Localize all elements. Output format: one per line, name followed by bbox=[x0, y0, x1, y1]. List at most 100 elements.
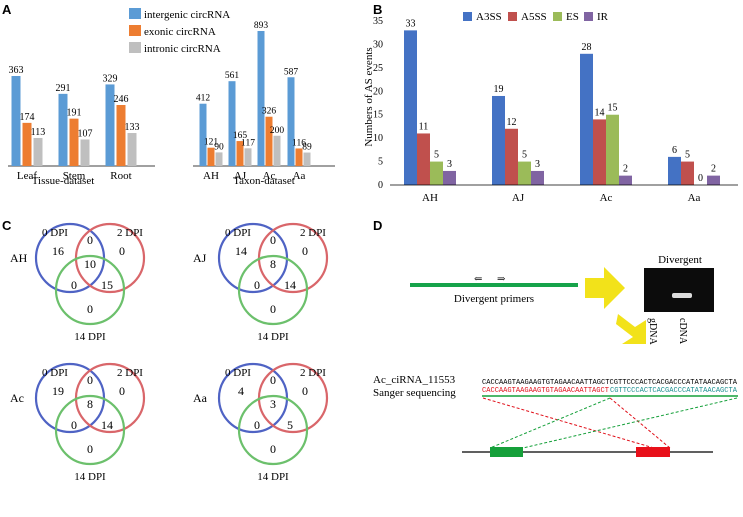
venn-count-2dpi-14dpi: 5 bbox=[287, 418, 293, 432]
venn-set-label-14dpi: 14 DPI bbox=[74, 331, 106, 343]
legend-swatch-ir bbox=[584, 12, 593, 21]
bar-leaf-exonic-circrna bbox=[22, 122, 32, 166]
venn-set-label-14dpi: 14 DPI bbox=[257, 331, 289, 343]
bar-aa-a5ss bbox=[681, 161, 694, 185]
bar-aj-intronic-circrna bbox=[244, 148, 252, 166]
value-label-root-exonic-circrna: 246 bbox=[114, 94, 129, 105]
venn-circle-14dpi bbox=[237, 394, 309, 466]
venn-set-label-2dpi: 2 DPI bbox=[117, 367, 143, 379]
lane-label-cdna: cDNA bbox=[677, 318, 688, 345]
value-label-aa-es: 0 bbox=[698, 173, 703, 184]
lane-label-gdna: gDNA bbox=[647, 318, 658, 345]
category-label-stem: Stem bbox=[63, 170, 86, 182]
bar-aj-a5ss bbox=[505, 128, 518, 185]
legend-swatch-exonic bbox=[129, 25, 141, 36]
y-axis-label: Numbers of AS events bbox=[363, 47, 375, 146]
value-label-ac-intronic-circrna: 200 bbox=[270, 126, 285, 136]
as-events-chart: Numbers of AS events A3SS A5SS ES IR 0 5 1… bbox=[363, 11, 738, 204]
value-label-ac-a5ss: 14 bbox=[595, 107, 605, 118]
bar-ac-ir bbox=[619, 175, 632, 185]
venn-count-0dpi-14dpi: 0 bbox=[71, 418, 77, 432]
bar-stem-exonic-circrna bbox=[69, 118, 79, 166]
venn-count-only-14dpi: 0 bbox=[270, 302, 276, 316]
primer-right-arrow: ⇒ bbox=[497, 274, 506, 285]
value-label-aj-ir: 3 bbox=[535, 159, 540, 170]
value-label-aa-intergenic-circrna: 587 bbox=[284, 67, 299, 77]
legend-label-exonic: exonic circRNA bbox=[144, 26, 216, 38]
venn-count-only-0dpi: 19 bbox=[52, 384, 64, 398]
value-label-ah-a3ss: 33 bbox=[406, 18, 416, 29]
venn-count-2dpi-14dpi: 14 bbox=[101, 418, 113, 432]
bar-aj-a3ss bbox=[492, 95, 505, 185]
bar-ah-ir bbox=[443, 170, 456, 185]
gel-title: Divergent bbox=[658, 254, 702, 266]
category-label-aj: AJ bbox=[234, 170, 247, 182]
bar-leaf-intergenic-circrna bbox=[11, 76, 21, 166]
value-label-aa-a3ss: 6 bbox=[672, 145, 677, 156]
value-label-leaf-exonic-circrna: 174 bbox=[20, 112, 35, 123]
circ-name: Ac_ciRNA_11553 bbox=[373, 374, 456, 386]
category-label-ac: Ac bbox=[263, 170, 276, 182]
bar-stem-intronic-circrna bbox=[80, 139, 90, 166]
value-label-aj-intronic-circrna: 117 bbox=[241, 138, 255, 148]
venn-count-only-2dpi: 0 bbox=[119, 244, 125, 258]
legend-label-ir: IR bbox=[597, 11, 609, 23]
category-label-ah: AH bbox=[422, 192, 438, 204]
value-label-aj-a3ss: 19 bbox=[494, 84, 504, 95]
bar-root-intronic-circrna bbox=[127, 133, 137, 166]
primer-left-arrow: ⇐ bbox=[474, 274, 482, 285]
bar-ah-es bbox=[430, 161, 443, 185]
category-label-aa: Aa bbox=[293, 170, 306, 182]
value-label-stem-exonic-circrna: 191 bbox=[67, 108, 82, 119]
value-label-ac-exonic-circrna: 326 bbox=[262, 107, 277, 117]
bar-ac-intergenic-circrna bbox=[257, 31, 265, 166]
legend-swatch-intergenic bbox=[129, 8, 141, 19]
y-tick-30: 30 bbox=[373, 39, 383, 50]
venn-count-only-0dpi: 14 bbox=[235, 244, 247, 258]
bar-aj-intergenic-circrna bbox=[228, 81, 236, 166]
legend-a: intergenic circRNA exonic circRNA intron… bbox=[129, 8, 230, 55]
value-label-ac-intergenic-circrna: 893 bbox=[254, 21, 269, 31]
value-label-aj-a5ss: 12 bbox=[507, 117, 517, 128]
bar-stem-intergenic-circrna bbox=[58, 93, 68, 166]
value-label-ah-exonic-circrna: 121 bbox=[204, 138, 219, 148]
group-title-taxon: Taxon-dataset bbox=[233, 175, 295, 187]
venn-set-label-0dpi: 0 DPI bbox=[42, 227, 68, 239]
bar-aj-exonic-circrna bbox=[236, 141, 244, 166]
bar-aa-exonic-circrna bbox=[295, 148, 303, 166]
category-label-aj: AJ bbox=[512, 192, 525, 204]
group-title-tissue: Tissue-dataset bbox=[32, 175, 95, 187]
venn-count-all-three: 8 bbox=[270, 257, 276, 271]
panel-label-b: B bbox=[373, 2, 382, 17]
venn-count-all-three: 10 bbox=[84, 257, 96, 271]
panel-label-d: D bbox=[373, 218, 382, 233]
value-label-root-intronic-circrna: 133 bbox=[125, 122, 140, 133]
value-label-stem-intronic-circrna: 107 bbox=[78, 128, 93, 139]
bar-ah-a5ss bbox=[417, 133, 430, 185]
venn-count-only-14dpi: 0 bbox=[87, 442, 93, 456]
sequence-sanger-part1: CACCAAGTAAGAAGTGTAGAACAATTAGCT bbox=[482, 387, 610, 395]
value-label-ac-a3ss: 28 bbox=[582, 42, 592, 53]
legend-swatch-es bbox=[553, 12, 562, 21]
category-label-ah: AH bbox=[203, 170, 219, 182]
category-label-ac: Ac bbox=[600, 192, 613, 204]
bar-ah-intergenic-circrna bbox=[199, 103, 207, 166]
y-tick-0: 0 bbox=[378, 180, 383, 191]
venn-taxon-label: AH bbox=[10, 251, 28, 265]
value-label-aj-es: 5 bbox=[522, 150, 527, 161]
legend-swatch-intronic bbox=[129, 42, 141, 53]
legend-label-a3ss: A3SS bbox=[476, 11, 502, 23]
bar-ah-a3ss bbox=[404, 30, 417, 185]
value-label-ah-intronic-circrna: 90 bbox=[214, 142, 224, 152]
category-label-leaf: Leaf bbox=[17, 170, 37, 182]
value-label-ah-intergenic-circrna: 412 bbox=[196, 94, 211, 104]
value-label-ac-es: 15 bbox=[608, 103, 618, 114]
legend-swatch-a3ss bbox=[463, 12, 472, 21]
venn-set-label-0dpi: 0 DPI bbox=[42, 367, 68, 379]
venn-count-2dpi-14dpi: 15 bbox=[101, 278, 113, 292]
bar-ac-a3ss bbox=[580, 53, 593, 185]
value-label-ah-es: 5 bbox=[434, 150, 439, 161]
